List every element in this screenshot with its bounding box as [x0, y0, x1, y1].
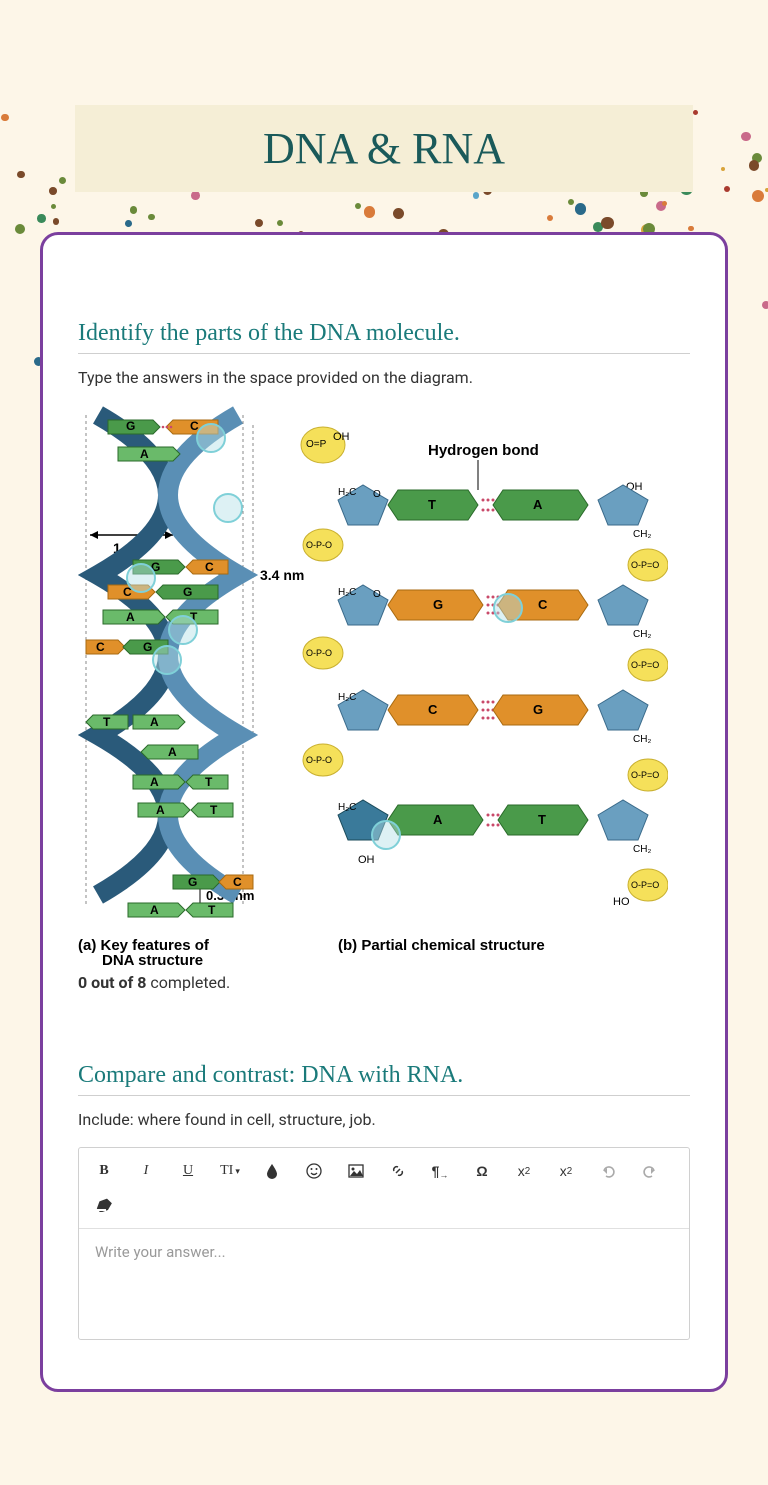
svg-text:O-P-O: O-P-O	[306, 755, 332, 765]
svg-text:T: T	[103, 715, 111, 729]
svg-text:O-P-O: O-P-O	[306, 540, 332, 550]
undo-button[interactable]	[587, 1154, 629, 1188]
svg-text:H₂C: H₂C	[338, 587, 356, 598]
rich-text-editor: B I U TI▾ ¶→ Ω x2 x2	[78, 1147, 690, 1340]
svg-text:H₂C: H₂C	[338, 487, 356, 498]
redo-button[interactable]	[629, 1154, 671, 1188]
q2-subtitle: Include: where found in cell, structure,…	[78, 1110, 690, 1129]
svg-text:HO: HO	[613, 896, 630, 908]
svg-text:O-P=O: O-P=O	[631, 880, 659, 890]
svg-text:A: A	[156, 803, 165, 817]
hotspot-6[interactable]	[493, 593, 523, 623]
svg-text:A: A	[140, 447, 149, 461]
svg-text:A: A	[533, 497, 543, 512]
svg-text:O-P=O: O-P=O	[631, 560, 659, 570]
svg-text:T: T	[428, 497, 436, 512]
svg-text:T: T	[205, 775, 213, 789]
hotspot-2[interactable]	[213, 493, 243, 523]
editor-toolbar: B I U TI▾ ¶→ Ω x2 x2	[79, 1148, 689, 1229]
hotspot-5[interactable]	[152, 645, 182, 675]
svg-text:CH₂: CH₂	[633, 529, 651, 540]
caption-b: (b) Partial chemical structure	[338, 937, 545, 954]
svg-text:A: A	[150, 715, 159, 729]
svg-text:G: G	[183, 585, 192, 599]
svg-text:A: A	[150, 775, 159, 789]
svg-text:A: A	[433, 812, 443, 827]
chem-structure: OH O=P OH H₂C O T A CH₂ O-P-O O-P=O	[301, 427, 668, 908]
svg-text:CH₂: CH₂	[633, 844, 651, 855]
eraser-button[interactable]	[83, 1188, 125, 1222]
text-style-button[interactable]: TI▾	[209, 1154, 251, 1188]
svg-text:C: C	[538, 597, 548, 612]
dna-svg: 1 nm 3.4 nm 0.34 nm G C A G C C	[78, 405, 668, 965]
hotspot-1[interactable]	[196, 423, 226, 453]
italic-button[interactable]: I	[125, 1154, 167, 1188]
superscript-button[interactable]: x2	[545, 1154, 587, 1188]
svg-text:O-P-O: O-P-O	[306, 648, 332, 658]
svg-text:O: O	[373, 489, 381, 500]
svg-text:OH: OH	[333, 431, 350, 443]
svg-text:G: G	[433, 597, 443, 612]
svg-text:H₂C: H₂C	[338, 802, 356, 813]
svg-text:O=P: O=P	[306, 439, 327, 450]
q2-title: Compare and contrast: DNA with RNA.	[78, 1062, 690, 1096]
worksheet-card: Identify the parts of the DNA molecule. …	[40, 232, 728, 1392]
svg-text:A: A	[126, 610, 135, 624]
q1-subtitle: Type the answers in the space provided o…	[78, 368, 690, 387]
label-hbond: Hydrogen bond	[428, 442, 539, 459]
svg-text:H₂C: H₂C	[338, 692, 356, 703]
q1-title: Identify the parts of the DNA molecule.	[78, 320, 690, 354]
svg-text:OH: OH	[358, 854, 375, 866]
emoji-button[interactable]	[293, 1154, 335, 1188]
svg-text:C: C	[428, 702, 438, 717]
bold-button[interactable]: B	[83, 1154, 125, 1188]
svg-text:O-P=O: O-P=O	[631, 660, 659, 670]
dna-diagram: 1 nm 3.4 nm 0.34 nm G C A G C C	[78, 405, 668, 965]
svg-text:T: T	[538, 812, 546, 827]
page-title-banner: DNA & RNA	[75, 105, 693, 192]
svg-text:G: G	[533, 702, 543, 717]
svg-text:CH₂: CH₂	[633, 629, 651, 640]
color-button[interactable]	[251, 1154, 293, 1188]
svg-text:C: C	[205, 560, 214, 574]
svg-text:G: G	[143, 640, 152, 654]
svg-text:C: C	[233, 875, 242, 889]
svg-text:T: T	[208, 903, 216, 917]
image-button[interactable]	[335, 1154, 377, 1188]
svg-text:G: G	[188, 875, 197, 889]
underline-button[interactable]: U	[167, 1154, 209, 1188]
svg-text:A: A	[168, 745, 177, 759]
svg-text:G: G	[126, 419, 135, 433]
svg-text:A: A	[150, 903, 159, 917]
label-34nm: 3.4 nm	[260, 567, 304, 583]
subscript-button[interactable]: x2	[503, 1154, 545, 1188]
page-title: DNA & RNA	[105, 123, 663, 174]
svg-text:CH₂: CH₂	[633, 734, 651, 745]
hotspot-4[interactable]	[168, 615, 198, 645]
svg-text:T: T	[210, 803, 218, 817]
svg-text:O-P=O: O-P=O	[631, 770, 659, 780]
link-button[interactable]	[377, 1154, 419, 1188]
svg-text:DNA structure: DNA structure	[102, 952, 203, 965]
hotspot-3[interactable]	[126, 563, 156, 593]
q1-status: 0 out of 8 completed.	[78, 973, 690, 992]
svg-text:C: C	[96, 640, 105, 654]
omega-button[interactable]: Ω	[461, 1154, 503, 1188]
answer-textarea[interactable]: Write your answer...	[79, 1229, 689, 1339]
paragraph-button[interactable]: ¶→	[419, 1154, 461, 1188]
hotspot-7[interactable]	[371, 820, 401, 850]
svg-text:O: O	[373, 589, 381, 600]
